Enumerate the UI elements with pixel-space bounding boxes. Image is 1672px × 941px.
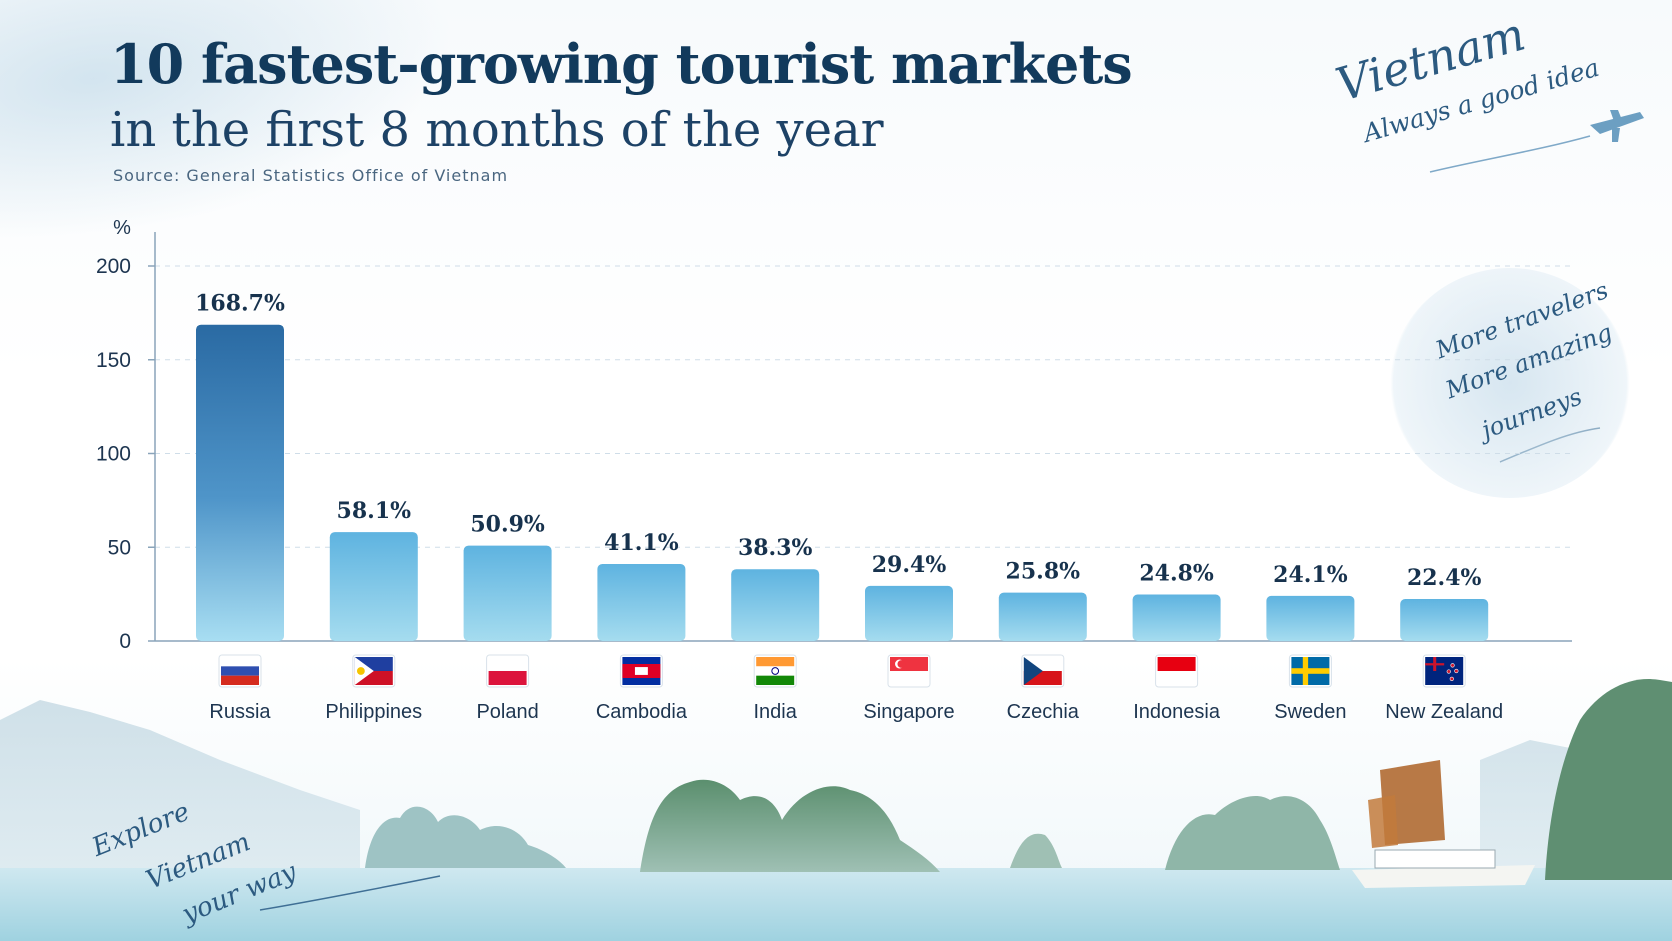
data-label: 24.8% — [1139, 561, 1214, 587]
bar-india — [731, 569, 820, 641]
category-label: India — [754, 701, 798, 723]
y-tick-label: 50 — [108, 536, 131, 559]
category-label: Czechia — [1007, 701, 1080, 723]
chart-title: 10 fastest-growing tourist markets — [110, 32, 1133, 96]
bar-indonesia — [1132, 594, 1221, 641]
data-label: 50.9% — [470, 512, 545, 538]
chart-subtitle: in the first 8 months of the year — [110, 102, 884, 158]
category-label: Poland — [476, 701, 538, 723]
y-tick-label: 100 — [96, 443, 131, 466]
philippines-flag-icon — [352, 654, 396, 688]
bar-sweden — [1266, 595, 1355, 641]
bar-poland — [463, 545, 552, 641]
category-label: Philippines — [325, 701, 422, 723]
source-note: Source: General Statistics Office of Vie… — [113, 166, 509, 185]
data-label: 24.1% — [1273, 562, 1348, 588]
category-label: Singapore — [863, 701, 954, 723]
poland-flag-icon — [486, 654, 530, 688]
bar-cambodia — [597, 563, 686, 641]
bar-czechia — [998, 592, 1087, 641]
india-flag-icon — [753, 654, 797, 688]
data-label: 58.1% — [337, 498, 412, 524]
new-zealand-flag-icon — [1422, 654, 1466, 688]
y-axis-label: % — [113, 217, 131, 239]
data-label: 168.7% — [195, 291, 285, 317]
russia-flag-icon — [218, 654, 262, 688]
bar-philippines — [329, 532, 418, 641]
slogan-circle — [1390, 268, 1630, 498]
data-label: 38.3% — [738, 535, 813, 561]
bar-singapore — [865, 585, 953, 641]
category-label: Sweden — [1274, 701, 1346, 723]
bar-russia — [196, 324, 284, 641]
data-label: 25.8% — [1006, 559, 1081, 585]
category-label: Indonesia — [1133, 701, 1221, 723]
y-tick-label: 0 — [119, 630, 131, 653]
indonesia-flag-icon — [1155, 654, 1199, 688]
category-label: New Zealand — [1385, 701, 1503, 723]
data-label: 29.4% — [872, 552, 947, 578]
category-label: Cambodia — [596, 701, 688, 723]
sweden-flag-icon — [1288, 654, 1332, 688]
y-tick-label: 150 — [96, 349, 131, 372]
data-label: 22.4% — [1407, 565, 1482, 591]
y-tick-label: 200 — [96, 255, 131, 278]
data-label: 41.1% — [604, 530, 679, 556]
bar-new-zealand — [1400, 599, 1489, 641]
category-label: Russia — [209, 701, 271, 723]
cambodia-flag-icon — [619, 654, 663, 688]
singapore-flag-icon — [887, 654, 931, 688]
czechia-flag-icon — [1021, 654, 1065, 688]
